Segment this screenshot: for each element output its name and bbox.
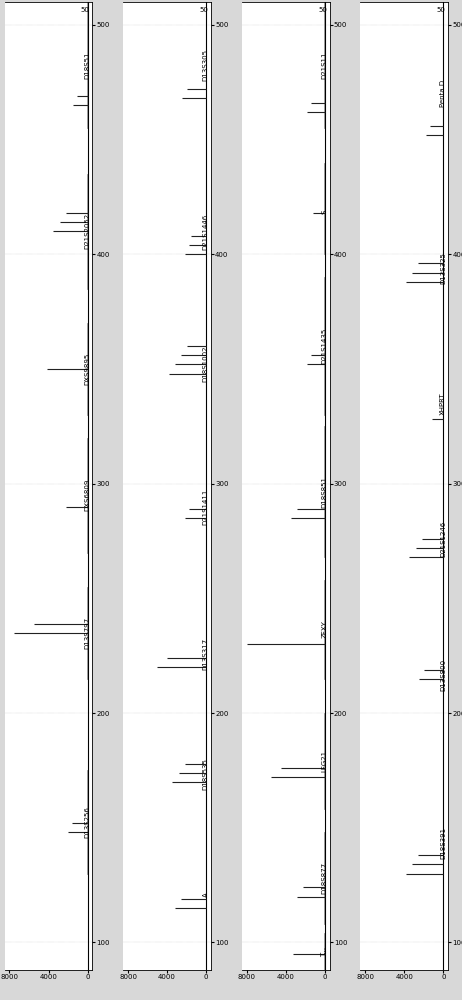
- Text: ZFXY: ZFXY: [322, 620, 328, 638]
- Bar: [324, 2, 325, 128]
- Bar: [87, 587, 88, 679]
- Text: D18S391: D18S391: [440, 827, 446, 859]
- Text: D13S797: D13S797: [84, 617, 90, 649]
- Bar: [87, 174, 88, 289]
- Text: D21S11: D21S11: [322, 51, 328, 79]
- Text: 50: 50: [81, 7, 90, 13]
- Text: D21S1446: D21S1446: [203, 213, 209, 250]
- Text: DXS9895: DXS9895: [84, 353, 90, 385]
- Bar: [324, 832, 325, 924]
- Bar: [324, 713, 325, 809]
- Text: D21S2052: D21S2052: [84, 213, 90, 249]
- Text: S...: S...: [322, 203, 328, 214]
- Bar: [87, 438, 88, 553]
- Bar: [87, 323, 88, 415]
- Text: D18S1002: D18S1002: [203, 345, 209, 382]
- Bar: [324, 426, 325, 557]
- Text: DXS6809: DXS6809: [84, 479, 90, 511]
- Text: LFG21: LFG21: [322, 750, 328, 772]
- Text: 50: 50: [437, 7, 445, 13]
- Text: D21S1411: D21S1411: [203, 488, 209, 525]
- Bar: [87, 2, 88, 128]
- Text: D18S851: D18S851: [322, 476, 328, 508]
- Text: 50: 50: [200, 7, 208, 13]
- Text: D18S51: D18S51: [84, 51, 90, 79]
- Bar: [324, 580, 325, 679]
- Text: T...: T...: [322, 947, 328, 957]
- Text: D13S325: D13S325: [440, 252, 446, 284]
- Text: D13S317: D13S317: [203, 637, 209, 670]
- Text: 50: 50: [318, 7, 327, 13]
- Text: D21S1435: D21S1435: [322, 328, 328, 364]
- Text: D18S535: D18S535: [203, 758, 209, 790]
- Text: D13S256: D13S256: [84, 806, 90, 838]
- Text: D18S877: D18S877: [322, 862, 328, 894]
- Text: XHPRT: XHPRT: [440, 392, 446, 415]
- Bar: [87, 770, 88, 874]
- Text: Penta D: Penta D: [440, 80, 446, 107]
- Text: D13S305: D13S305: [203, 49, 209, 81]
- Text: D21S1246: D21S1246: [440, 521, 446, 557]
- Bar: [324, 933, 325, 970]
- Text: D13S800: D13S800: [440, 659, 446, 691]
- Bar: [324, 277, 325, 415]
- Text: A...: A...: [203, 885, 209, 897]
- Bar: [324, 163, 325, 254]
